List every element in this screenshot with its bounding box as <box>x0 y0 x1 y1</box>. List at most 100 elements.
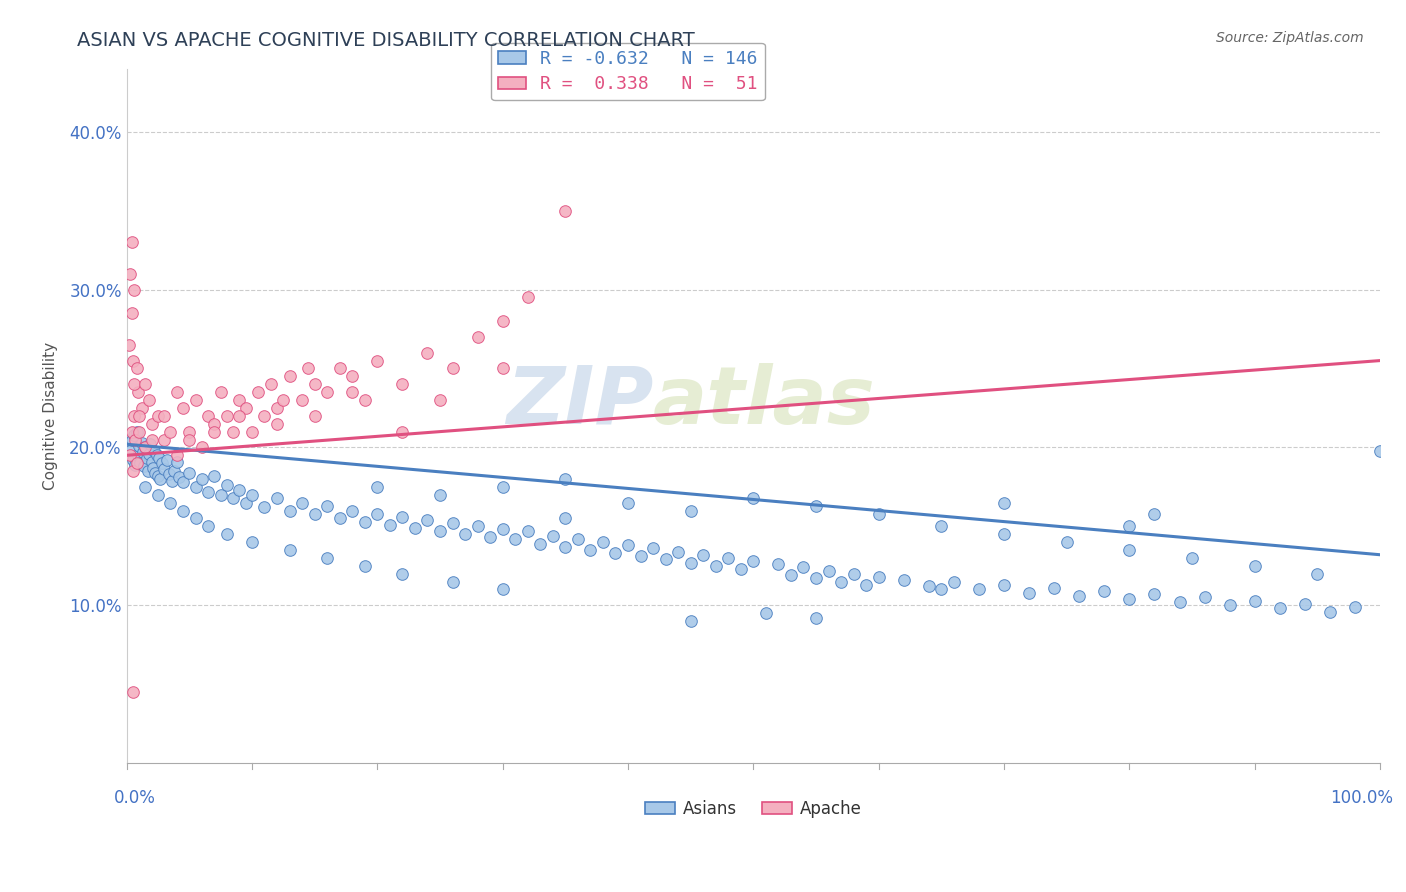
Point <box>124 433 146 447</box>
Point <box>679 614 702 628</box>
Legend: Asians, Apache: Asians, Apache <box>638 793 869 824</box>
Point <box>817 564 839 578</box>
Point <box>479 530 502 544</box>
Point <box>228 483 250 497</box>
Point <box>804 499 827 513</box>
Point <box>191 472 214 486</box>
Point <box>235 496 257 510</box>
Point <box>209 488 232 502</box>
Point <box>931 582 953 597</box>
Point <box>641 541 664 556</box>
Point <box>122 377 145 392</box>
Point <box>1118 543 1140 558</box>
Point <box>125 456 148 470</box>
Point <box>304 507 326 521</box>
Point <box>179 433 201 447</box>
Point <box>120 443 142 458</box>
Point <box>121 685 143 699</box>
Point <box>132 445 155 459</box>
Point <box>1168 595 1191 609</box>
Point <box>138 447 160 461</box>
Point <box>529 537 551 551</box>
Point <box>329 361 352 376</box>
Point <box>605 546 627 560</box>
Point <box>215 409 238 423</box>
Text: atlas: atlas <box>652 363 876 441</box>
Point <box>297 361 319 376</box>
Point <box>579 543 602 558</box>
Point <box>121 433 143 447</box>
Point <box>868 570 890 584</box>
Point <box>893 573 915 587</box>
Point <box>260 377 283 392</box>
Point <box>278 369 301 384</box>
Point <box>125 361 148 376</box>
Point <box>1243 558 1265 573</box>
Point <box>804 611 827 625</box>
Point <box>139 437 162 451</box>
Point <box>184 392 207 407</box>
Point <box>429 392 451 407</box>
Point <box>121 453 143 467</box>
Point <box>768 558 790 572</box>
Point <box>209 385 232 400</box>
Point <box>1181 550 1204 565</box>
Point <box>121 425 143 439</box>
Point <box>304 409 326 423</box>
Point <box>222 425 245 439</box>
Point <box>554 203 576 218</box>
Point <box>454 527 477 541</box>
Point <box>228 392 250 407</box>
Point <box>679 556 702 570</box>
Point <box>131 401 153 415</box>
Point <box>1319 605 1341 619</box>
Point <box>503 532 526 546</box>
Point <box>157 467 180 482</box>
Point <box>1069 589 1091 603</box>
Point <box>1294 597 1316 611</box>
Point <box>167 470 190 484</box>
Point <box>1268 601 1291 615</box>
Point <box>993 496 1015 510</box>
Point <box>153 433 176 447</box>
Point <box>122 409 145 423</box>
Point <box>134 480 156 494</box>
Text: 100.0%: 100.0% <box>1330 789 1392 806</box>
Point <box>1143 507 1166 521</box>
Point <box>868 507 890 521</box>
Point <box>197 409 219 423</box>
Point <box>353 558 375 573</box>
Point <box>492 361 515 376</box>
Point <box>179 466 201 480</box>
Point <box>429 488 451 502</box>
Point <box>742 554 765 568</box>
Point <box>253 409 276 423</box>
Point <box>366 480 388 494</box>
Point <box>148 451 170 466</box>
Point <box>215 527 238 541</box>
Point <box>492 314 515 328</box>
Point <box>184 480 207 494</box>
Point <box>567 532 589 546</box>
Point <box>215 478 238 492</box>
Point <box>1344 599 1367 614</box>
Text: ZIP: ZIP <box>506 363 652 441</box>
Point <box>855 578 877 592</box>
Point <box>138 392 160 407</box>
Point <box>554 540 576 554</box>
Point <box>197 519 219 533</box>
Point <box>304 377 326 392</box>
Point <box>1306 566 1329 581</box>
Point <box>541 529 564 543</box>
Point <box>654 552 676 566</box>
Point <box>804 571 827 585</box>
Point <box>617 538 640 552</box>
Point <box>316 499 339 513</box>
Point <box>141 454 163 468</box>
Point <box>153 409 176 423</box>
Point <box>122 427 145 442</box>
Point <box>172 475 194 490</box>
Point <box>353 515 375 529</box>
Point <box>1143 587 1166 601</box>
Point <box>467 330 489 344</box>
